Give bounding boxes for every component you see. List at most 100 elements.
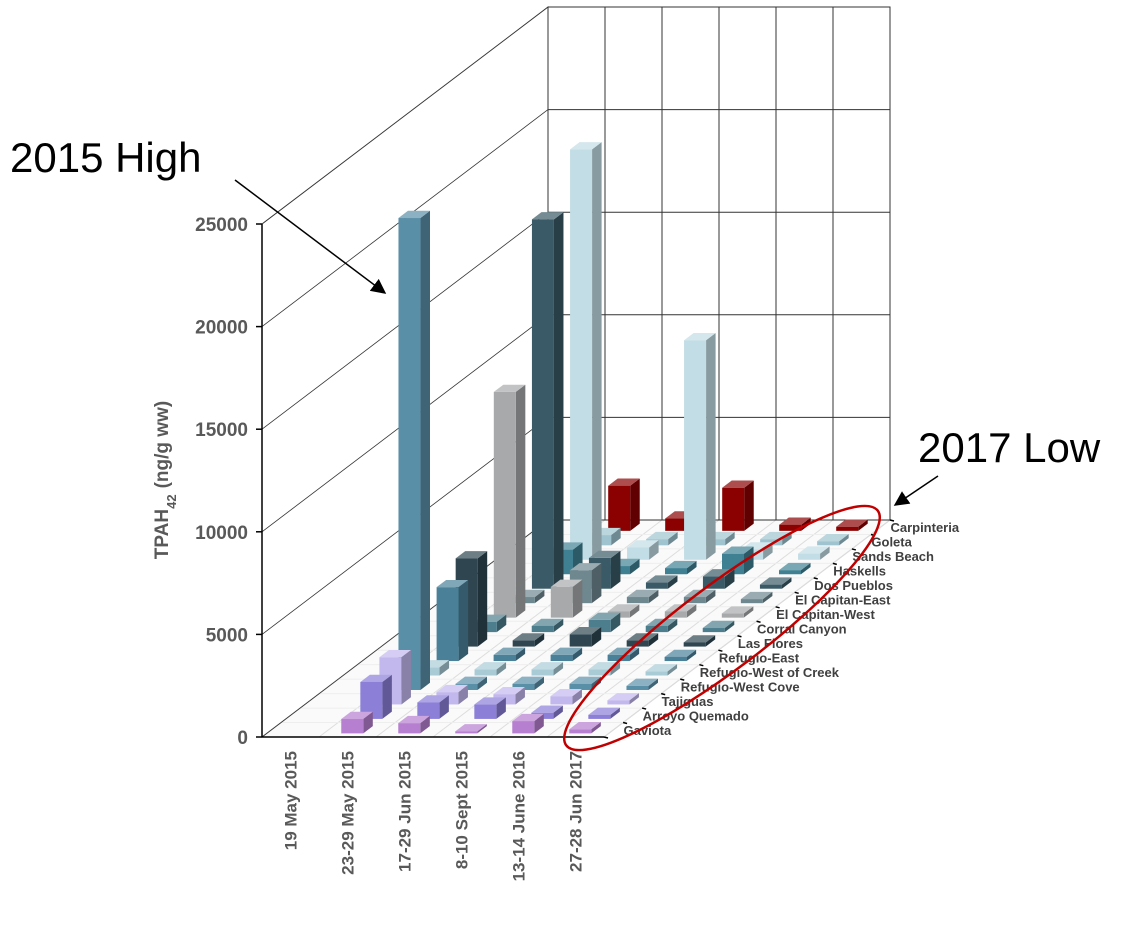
y-label-unit: (ng/g ww) <box>152 401 173 489</box>
bar-top <box>569 627 602 635</box>
series-label: Arroyo Quemado <box>643 708 749 723</box>
series-label: Sands Beach <box>852 549 934 564</box>
bar-front <box>779 570 801 575</box>
series-label: Goleta <box>871 535 912 550</box>
series-label: Carpinteria <box>890 520 959 535</box>
bar-side <box>724 569 735 589</box>
bar-side <box>667 618 678 633</box>
y-tick-label: 0 <box>237 728 248 749</box>
bar-top <box>570 142 602 150</box>
highlight-ellipse <box>562 504 882 752</box>
series-label: Refugio-West of Creek <box>700 665 840 680</box>
bar-top <box>493 686 525 695</box>
bar-front <box>722 553 744 575</box>
bar <box>702 620 735 633</box>
bar-side <box>534 589 545 604</box>
bar-top <box>740 591 773 600</box>
bar-side <box>572 579 583 618</box>
bar-side <box>839 533 849 546</box>
bar-top <box>531 705 563 713</box>
bar <box>645 664 678 676</box>
bar-side <box>553 662 564 676</box>
bar-side <box>515 384 526 618</box>
bar-top <box>455 724 487 732</box>
bar-front <box>588 669 611 676</box>
series-label: Dos Pueblos <box>814 578 893 593</box>
bar-side <box>458 579 469 662</box>
floor-divider <box>603 519 891 738</box>
bar-top <box>645 575 678 583</box>
bar <box>664 649 697 662</box>
bar <box>626 678 658 690</box>
depth-tick <box>756 620 761 623</box>
bar-side <box>591 722 601 734</box>
bar-front <box>608 485 631 531</box>
bar-side <box>439 695 449 719</box>
depth-tick <box>699 663 704 667</box>
bar-front <box>683 597 706 604</box>
bar-side <box>610 662 621 676</box>
bar-top <box>474 697 506 705</box>
bar <box>570 142 602 560</box>
bar-side <box>725 531 735 546</box>
bar-front <box>759 584 782 589</box>
bar-top <box>626 633 659 641</box>
bar <box>626 589 659 604</box>
bar-front <box>360 681 383 719</box>
bar <box>360 674 392 719</box>
bar-top <box>531 618 564 626</box>
bar <box>531 212 564 589</box>
bar-front <box>665 568 687 575</box>
bar-top <box>474 662 507 670</box>
bar-top <box>398 715 430 724</box>
bar-top <box>398 210 430 219</box>
series-label: Refugio-East <box>719 650 800 665</box>
y-tick-label: 15000 <box>195 420 248 441</box>
series-label: Gaviota <box>624 723 672 738</box>
bar-side <box>610 707 620 719</box>
x-tick-label: 13-14 June 2016 <box>510 751 529 881</box>
bar-front <box>817 541 840 546</box>
bar-top <box>627 540 659 548</box>
bar-front <box>512 721 535 734</box>
bar <box>341 711 373 734</box>
annotation: 2017 Low <box>918 424 1101 471</box>
bar <box>512 676 544 690</box>
bar-top <box>702 620 735 629</box>
depth-tick <box>889 519 895 522</box>
bar-side <box>534 713 544 734</box>
bar <box>531 662 564 676</box>
bar-side <box>648 633 659 647</box>
bar-front <box>684 340 707 560</box>
bar-top <box>455 676 487 684</box>
bar-top <box>607 693 639 701</box>
bar <box>798 546 830 560</box>
bar <box>740 591 773 604</box>
y-label-main: TPAH <box>152 509 173 559</box>
bar-top <box>836 519 868 527</box>
bar-side <box>477 724 487 734</box>
bar <box>512 633 545 647</box>
bar-side <box>630 478 640 531</box>
series-label: El Capitan-East <box>795 593 891 608</box>
bar-side <box>401 650 411 705</box>
bar-top <box>493 384 526 392</box>
bar-top <box>702 569 735 577</box>
bar-front <box>493 391 516 618</box>
bar-side <box>668 531 678 546</box>
bar-top <box>569 722 601 730</box>
bar-front <box>645 625 668 633</box>
x-tick-label: 8-10 Sept 2015 <box>453 751 472 869</box>
bars <box>341 142 868 734</box>
bar-front <box>550 586 573 618</box>
bar-side <box>420 210 430 690</box>
bar-side <box>363 711 373 734</box>
bar-top <box>493 647 526 655</box>
grid-line <box>261 6 549 225</box>
bar-front <box>588 714 611 719</box>
bar-top <box>512 713 544 722</box>
bar-top <box>817 533 849 542</box>
bar <box>474 697 506 719</box>
depth-tick <box>661 692 666 696</box>
bar-top <box>645 664 678 672</box>
